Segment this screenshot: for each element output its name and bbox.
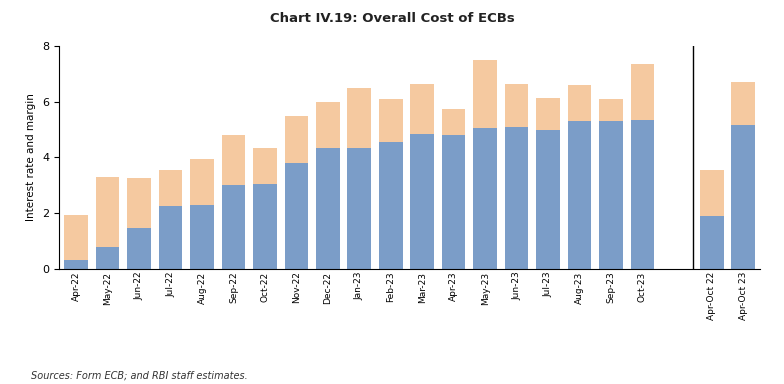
Bar: [442, 135, 466, 269]
Bar: [700, 170, 724, 216]
Bar: [222, 135, 245, 185]
Bar: [568, 85, 591, 121]
Bar: [505, 127, 528, 269]
Bar: [222, 185, 245, 269]
Bar: [568, 121, 591, 269]
Bar: [253, 184, 277, 269]
Bar: [630, 120, 655, 269]
Bar: [731, 126, 755, 269]
Bar: [536, 130, 560, 269]
Bar: [158, 206, 183, 269]
Bar: [411, 84, 434, 134]
Bar: [64, 260, 88, 269]
Bar: [474, 60, 497, 128]
Bar: [316, 148, 339, 269]
Bar: [536, 98, 560, 130]
Bar: [379, 142, 402, 269]
Bar: [442, 109, 466, 135]
Bar: [285, 163, 308, 269]
Bar: [191, 205, 214, 269]
Bar: [347, 88, 371, 148]
Bar: [96, 177, 119, 247]
Bar: [599, 99, 622, 121]
Bar: [379, 99, 402, 142]
Bar: [127, 178, 151, 228]
Bar: [474, 128, 497, 269]
Bar: [347, 148, 371, 269]
Bar: [700, 216, 724, 269]
Bar: [285, 116, 308, 163]
Bar: [731, 82, 755, 126]
Bar: [630, 64, 655, 120]
Bar: [96, 247, 119, 269]
Bar: [64, 215, 88, 260]
Bar: [253, 148, 277, 184]
Bar: [599, 121, 622, 269]
Text: Sources: Form ECB; and RBI staff estimates.: Sources: Form ECB; and RBI staff estimat…: [31, 370, 248, 380]
Bar: [191, 159, 214, 205]
Bar: [411, 134, 434, 269]
Bar: [316, 102, 339, 148]
Bar: [505, 84, 528, 127]
Bar: [127, 228, 151, 269]
Text: Chart IV.19: Overall Cost of ECBs: Chart IV.19: Overall Cost of ECBs: [270, 12, 514, 25]
Y-axis label: Interest rate and margin: Interest rate and margin: [27, 93, 36, 222]
Bar: [158, 170, 183, 206]
